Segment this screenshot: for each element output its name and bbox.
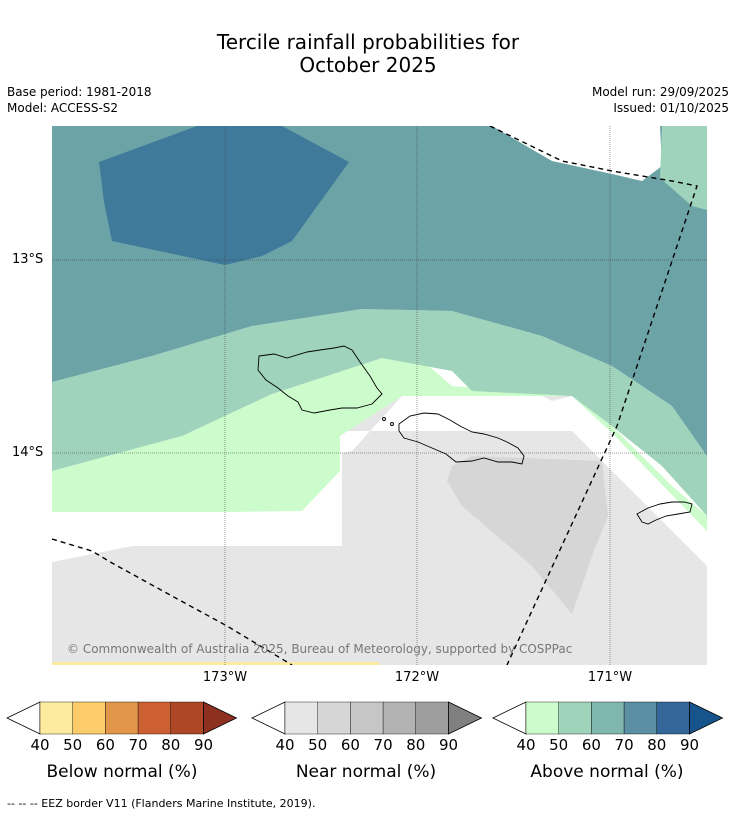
near-normal-title: Near normal (%) xyxy=(295,762,437,782)
issued-date: Issued: 01/10/2025 xyxy=(613,101,729,115)
below-tick-label: 80 xyxy=(161,736,181,754)
tutuila-island xyxy=(636,501,693,525)
below-extend-low xyxy=(6,701,41,735)
colorbar-above-normal xyxy=(492,701,724,735)
near-tick-label: 80 xyxy=(406,736,426,754)
savaii-island xyxy=(257,345,383,414)
near-bin-4 xyxy=(415,701,449,735)
base-period: Base period: 1981-2018 xyxy=(7,85,152,99)
footnote: -- -- -- EEZ border V11 (Flanders Marine… xyxy=(7,797,316,810)
colorbar-near-normal xyxy=(251,701,483,735)
above-extend-low xyxy=(492,701,527,735)
below-bin-1 xyxy=(72,701,106,735)
lat-label-14s: 14°S xyxy=(12,445,44,460)
below-bin-4 xyxy=(170,701,204,735)
above-bin-1 xyxy=(558,701,592,735)
near-extend-low xyxy=(251,701,286,735)
model-run: Model run: 29/09/2025 xyxy=(591,85,729,99)
lat-label-13s: 13°S xyxy=(12,252,44,267)
colorbar-below-normal xyxy=(6,701,238,735)
near-tick-label: 50 xyxy=(308,736,328,754)
below-extend-high xyxy=(203,701,238,735)
copyright-text: © Commonwealth of Australia 2025, Bureau… xyxy=(67,642,572,656)
below-tick-label: 70 xyxy=(128,736,148,754)
below-tick-label: 90 xyxy=(193,736,214,754)
above-bin-0 xyxy=(525,701,559,735)
below-tick-label: 50 xyxy=(63,736,83,754)
near-tick-label: 60 xyxy=(340,736,360,754)
near-bin-1 xyxy=(317,701,351,735)
near-normal-50-region xyxy=(447,456,608,614)
above-50-60-region xyxy=(52,309,707,516)
title-line-2: October 2025 xyxy=(299,53,437,77)
apolima-island xyxy=(390,422,394,426)
above-tick-label: 70 xyxy=(614,736,634,754)
below-normal-strip xyxy=(52,662,379,665)
near-bin-0 xyxy=(284,701,318,735)
rainfall-map: © Commonwealth of Australia 2025, Bureau… xyxy=(52,126,707,665)
above-normal-title: Above normal (%) xyxy=(530,762,684,782)
near-tick-label: 70 xyxy=(373,736,393,754)
above-tick-label: 50 xyxy=(549,736,569,754)
above-40-50-region xyxy=(52,356,707,531)
title-line-1: Tercile rainfall probabilities for xyxy=(216,30,520,54)
manono-island xyxy=(382,417,386,421)
above-tick-label: 90 xyxy=(679,736,700,754)
near-tick-label: 90 xyxy=(438,736,459,754)
meta-right: Model run: 29/09/2025 Issued: 01/10/2025 xyxy=(592,84,729,116)
near-bin-2 xyxy=(350,701,384,735)
near-tick-label: 40 xyxy=(275,736,295,754)
below-bin-2 xyxy=(105,701,139,735)
islands xyxy=(257,345,693,525)
below-normal-title: Below normal (%) xyxy=(46,762,198,782)
meta-left: Base period: 1981-2018 Model: ACCESS-S2 xyxy=(7,84,152,116)
below-tick-label: 40 xyxy=(30,736,50,754)
eez-border-west xyxy=(52,538,293,665)
above-70-80-region xyxy=(99,126,349,265)
above-tick-label: 60 xyxy=(581,736,601,754)
eez-borders xyxy=(52,126,698,665)
upolu-island xyxy=(398,412,525,465)
lon-label-172w: 172°W xyxy=(394,670,440,685)
above-tick-label: 40 xyxy=(516,736,536,754)
model-name: Model: ACCESS-S2 xyxy=(7,101,119,115)
lon-label-173w: 173°W xyxy=(202,670,248,685)
near-extend-high xyxy=(448,701,483,735)
below-bin-0 xyxy=(39,701,73,735)
lon-label-171w: 171°W xyxy=(587,670,633,685)
map-title: Tercile rainfall probabilities for Octob… xyxy=(0,31,736,77)
below-bin-3 xyxy=(137,701,172,735)
white-band xyxy=(52,356,707,566)
above-tick-label: 80 xyxy=(647,736,667,754)
above-bin-4 xyxy=(656,701,690,735)
above-extend-high xyxy=(689,701,724,735)
above-bin-3 xyxy=(623,701,657,735)
above-bin-2 xyxy=(591,701,625,735)
below-tick-label: 60 xyxy=(95,736,115,754)
legend-colorbars xyxy=(6,701,724,735)
eez-border-east xyxy=(489,126,698,665)
above-50-60-corner xyxy=(660,126,707,210)
near-bin-3 xyxy=(382,701,417,735)
